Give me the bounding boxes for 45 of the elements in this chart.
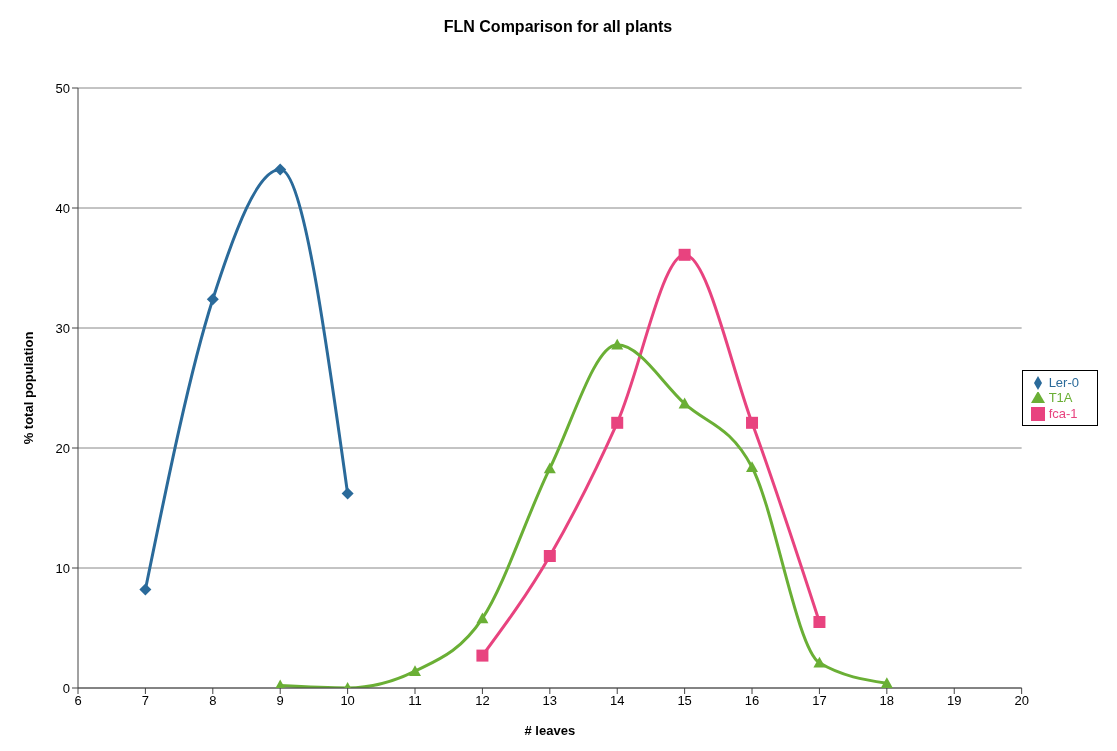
legend-label: T1A — [1048, 390, 1073, 406]
point — [813, 656, 826, 668]
x-tick-label: 12 — [475, 693, 490, 709]
point — [813, 616, 826, 628]
legend-label: fca-1 — [1048, 405, 1078, 421]
y-axis-title: % total population — [20, 331, 36, 445]
point — [611, 338, 624, 350]
point — [543, 550, 556, 562]
y-tick-label: 20 — [55, 440, 70, 456]
point — [746, 461, 759, 472]
x-tick-label: 11 — [408, 693, 422, 709]
y-tick-label: 30 — [55, 320, 70, 336]
x-tick-label: 9 — [276, 693, 284, 709]
point — [476, 612, 489, 624]
y-tick-label: 10 — [55, 560, 70, 576]
x-tick-label: 13 — [542, 693, 558, 709]
x-tick-label: 14 — [609, 693, 625, 709]
point — [880, 677, 893, 688]
x-tick-label: 15 — [677, 693, 692, 709]
y-tick-label: 40 — [55, 200, 70, 216]
y-tick-label: 0 — [62, 680, 70, 696]
chart-title: FLN Comparison for all plants — [442, 17, 674, 37]
x-tick-label: 19 — [947, 693, 962, 709]
y-tick-label: 50 — [55, 80, 70, 96]
x-tick-label: 17 — [812, 693, 827, 709]
x-axis-title: # leaves — [524, 723, 576, 739]
point — [611, 416, 624, 429]
point — [274, 163, 287, 176]
point — [678, 248, 691, 261]
point — [409, 665, 422, 676]
point — [476, 649, 489, 662]
point — [746, 416, 759, 429]
legend-label: Ler-0 — [1048, 374, 1079, 390]
point — [206, 293, 219, 306]
x-tick-label: 10 — [340, 693, 355, 709]
point — [139, 583, 152, 596]
x-tick-label: 6 — [74, 693, 82, 709]
x-tick-label: 16 — [744, 693, 760, 709]
point — [678, 397, 691, 409]
x-tick-label: 20 — [1014, 693, 1029, 709]
x-tick-label: 8 — [209, 693, 217, 709]
point — [543, 462, 556, 474]
x-tick-label: 7 — [141, 693, 150, 709]
point — [341, 487, 354, 500]
x-tick-label: 18 — [879, 693, 895, 709]
